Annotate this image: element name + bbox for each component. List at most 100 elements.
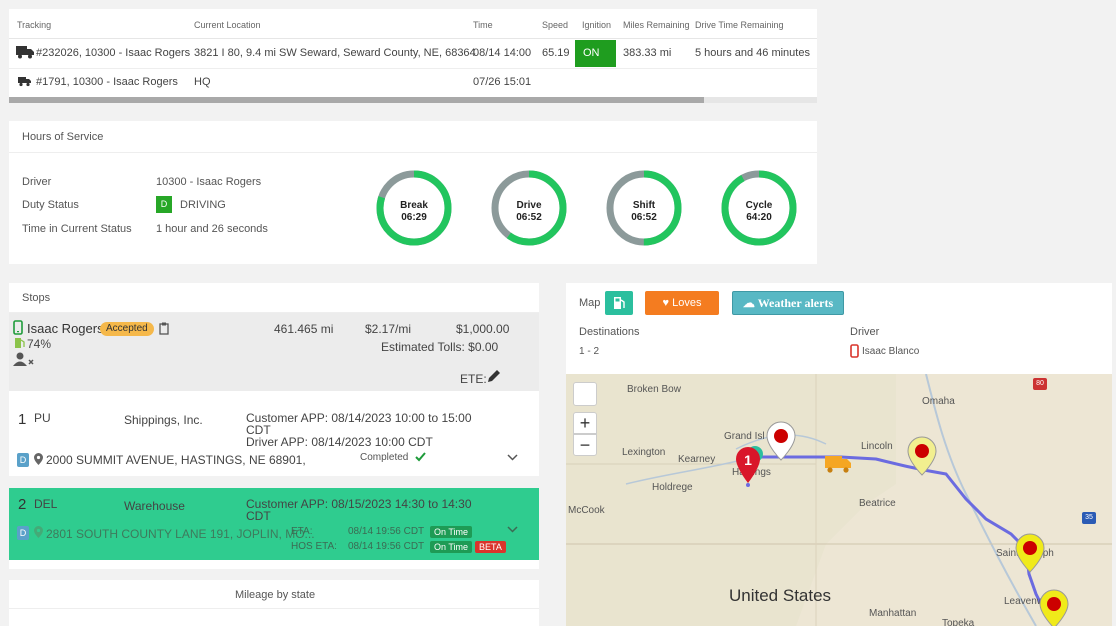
- ring-drive-value: 06:52: [516, 212, 542, 223]
- ring-cycle: [721, 170, 797, 246]
- stops-gap: [9, 476, 539, 488]
- weather-alerts-button[interactable]: ☁ Weather alerts: [732, 291, 844, 315]
- gas-pump-icon: [614, 297, 625, 309]
- summary-tolls: Estimated Tolls: $0.00: [381, 340, 499, 354]
- loves-button[interactable]: ♥ Loves: [645, 291, 719, 315]
- row2-tracking[interactable]: #1791, 10300 - Isaac Rogers: [36, 76, 178, 88]
- start-marker-icon[interactable]: [733, 444, 767, 488]
- ring-shift: [606, 170, 682, 246]
- stops-divider: [9, 312, 539, 313]
- header-miles-remaining: Miles Remaining: [623, 20, 690, 30]
- city-label: Holdrege: [652, 482, 693, 493]
- truck-marker-icon[interactable]: [824, 452, 852, 474]
- stop-1-name: Shippings, Inc.: [124, 413, 203, 427]
- destinations-value: 1 - 2: [579, 346, 600, 357]
- ring-cycle-label: Cycle 64:20: [720, 200, 798, 224]
- row1-speed: 65.19: [542, 47, 570, 59]
- beta-badge: BETA: [475, 541, 506, 553]
- map-view[interactable]: + − Broken Bow Grand Isl Lexington Kearn…: [566, 374, 1112, 626]
- stop-1-badge: D: [17, 453, 29, 467]
- loves-label: Loves: [672, 297, 702, 309]
- header-drive-time-remaining: Drive Time Remaining: [695, 20, 784, 30]
- scrollbar-thumb[interactable]: [9, 97, 704, 103]
- ring-shift-value: 06:52: [631, 212, 657, 223]
- ring-cycle-name: Cycle: [745, 200, 773, 211]
- row2-location: HQ: [194, 76, 211, 88]
- stop-2-number: 2: [18, 496, 27, 513]
- driver-value: 10300 - Isaac Rogers: [156, 176, 262, 188]
- time-in-status-label: Time in Current Status: [22, 223, 132, 235]
- mileage-panel: [9, 580, 539, 626]
- stop-1-status: Completed: [360, 452, 409, 463]
- mileage-divider: [9, 608, 539, 609]
- ring-break-label: Break 06:29: [375, 200, 453, 224]
- fuel-icon: [15, 338, 25, 348]
- summary-rate: $2.17/mi: [365, 322, 412, 336]
- ring-cycle-value: 64:20: [746, 212, 772, 223]
- stop-2-hos-eta-value: 08/14 19:56 CDT: [348, 541, 425, 552]
- map-pin-icon[interactable]: [1014, 533, 1046, 573]
- map-pin-icon[interactable]: [765, 421, 797, 461]
- city-label: Lexington: [622, 447, 666, 458]
- heart-icon: ♥: [662, 297, 670, 309]
- row1-location: 3821 I 80, 9.4 mi SW Seward, Seward Coun…: [194, 47, 476, 59]
- user-remove-icon[interactable]: [13, 352, 35, 367]
- highway-shield: 35: [1082, 512, 1096, 524]
- stop-1-driver-appt: Driver APP: 08/14/2023 10:00 CDT: [246, 435, 433, 449]
- ring-drive: [491, 170, 567, 246]
- ring-break: [376, 170, 452, 246]
- layers-button[interactable]: [573, 382, 597, 406]
- pencil-icon[interactable]: [486, 369, 501, 384]
- header-tracking: Tracking: [17, 20, 52, 30]
- city-label: Beatrice: [859, 498, 896, 509]
- time-in-status-value: 1 hour and 26 seconds: [156, 223, 268, 235]
- city-label: Topeka: [942, 618, 975, 626]
- stop-2-customer-tz: CDT: [246, 509, 271, 523]
- summary-distance: 461.465 mi: [274, 322, 334, 336]
- country-label: United States: [729, 586, 832, 605]
- ring-drive-name: Drive: [516, 200, 542, 211]
- header-time: Time: [473, 20, 493, 30]
- clipboard-icon[interactable]: [159, 322, 169, 335]
- city-label: Manhattan: [869, 608, 917, 619]
- city-label: Kearney: [678, 454, 716, 465]
- ring-break-name: Break: [400, 200, 428, 211]
- stop-2-hos-eta-label: HOS ETA:: [291, 541, 337, 552]
- stop-2-badge: D: [17, 526, 29, 540]
- row1-tracking[interactable]: #232026, 10300 - Isaac Rogers: [36, 47, 191, 59]
- summary-driver[interactable]: Isaac Rogers: [27, 321, 104, 336]
- stop-2-eta-label: ETA:: [291, 526, 313, 537]
- city-label: Omaha: [922, 396, 955, 407]
- city-label: Leavenworth: [1004, 596, 1062, 607]
- stop-2-eta-status: On Time: [430, 526, 473, 538]
- driver-label: Driver: [22, 176, 52, 188]
- map-base: [566, 374, 1112, 626]
- chevron-down-icon[interactable]: [507, 454, 518, 461]
- stop-1-number: 1: [18, 411, 27, 428]
- zoom-out-button[interactable]: −: [573, 434, 597, 456]
- ring-drive-label: Drive 06:52: [490, 200, 568, 224]
- row1-miles: 383.33 mi: [623, 47, 672, 59]
- summary-total: $1,000.00: [456, 322, 510, 336]
- header-speed: Speed: [542, 20, 569, 30]
- map-pin-icon[interactable]: [1038, 589, 1070, 626]
- stop-1-customer-appt: Customer APP: 08/14/2023 10:00 to 15:00: [246, 411, 472, 425]
- city-label: Broken Bow: [627, 384, 681, 395]
- map-pin-icon[interactable]: [906, 436, 938, 476]
- ring-shift-name: Shift: [632, 200, 656, 211]
- chevron-down-icon[interactable]: [507, 526, 518, 533]
- weather-alerts-label: Weather alerts: [757, 296, 834, 310]
- header-current-location: Current Location: [194, 20, 261, 30]
- stop-2-customer-appt: Customer APP: 08/15/2023 14:30 to 14:30: [246, 497, 472, 511]
- fuel-button[interactable]: [605, 291, 633, 315]
- stop-1-customer-tz: CDT: [246, 423, 271, 437]
- city-label: Lincoln: [861, 441, 893, 452]
- ring-break-value: 06:29: [401, 212, 427, 223]
- horizontal-scrollbar[interactable]: [9, 97, 817, 103]
- row1-time: 08/14 14:00: [473, 47, 532, 59]
- mileage-title: Mileage by state: [235, 589, 316, 601]
- truck-icon: [18, 77, 31, 87]
- map-driver-value: Isaac Blanco: [862, 346, 920, 357]
- row2-time: 07/26 15:01: [473, 76, 532, 88]
- zoom-in-button[interactable]: +: [573, 412, 597, 434]
